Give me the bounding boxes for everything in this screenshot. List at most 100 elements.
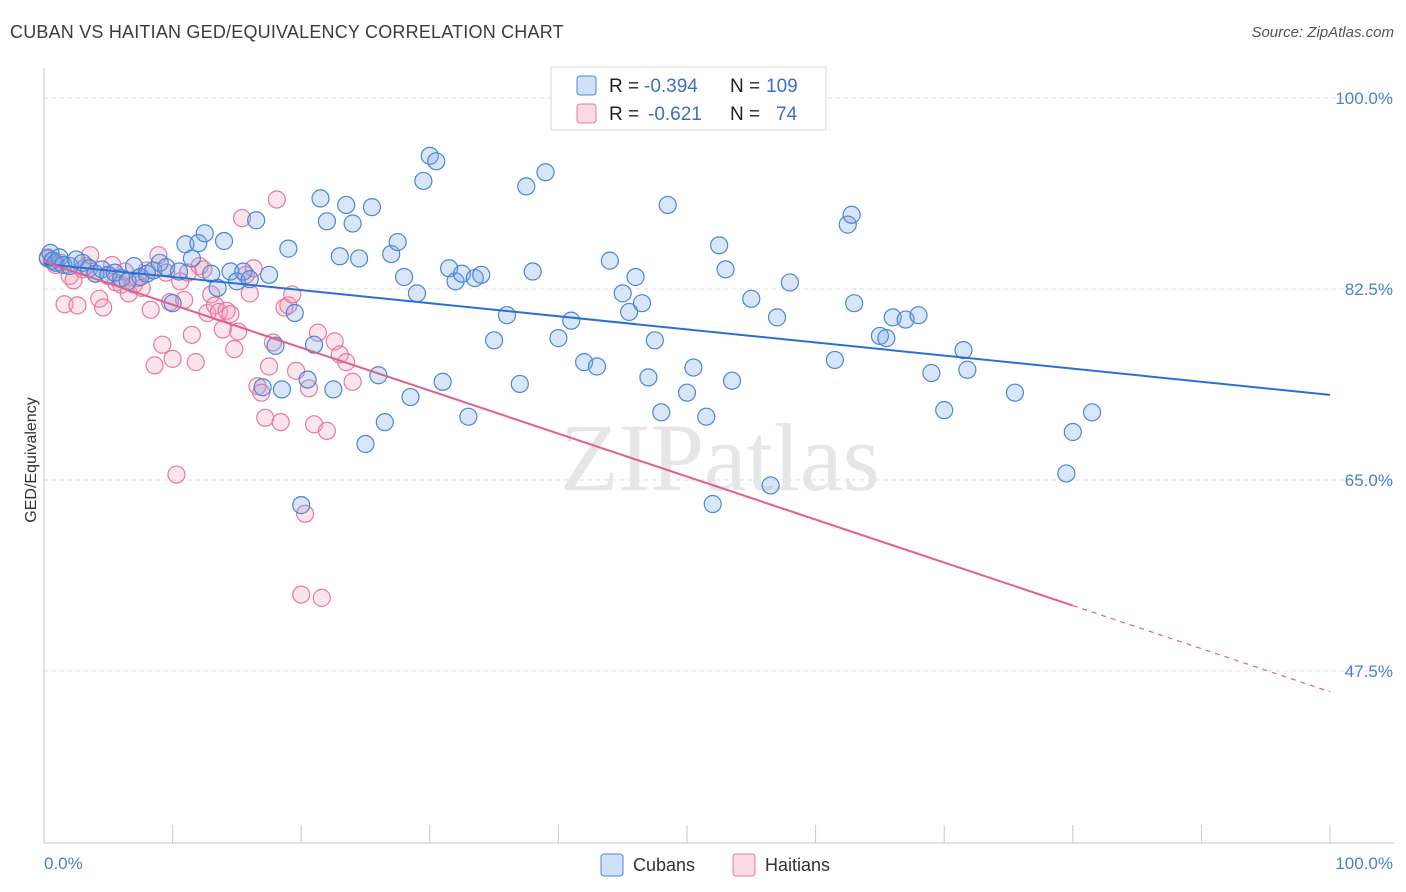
cuban-point: [324, 380, 343, 399]
legend-n-value-1: 109: [766, 76, 798, 97]
cuban-point: [742, 289, 761, 308]
haitian-point: [55, 295, 74, 314]
y-tick-labels: 100.0% 82.5% 65.0% 47.5%: [1335, 89, 1393, 681]
cuban-point: [761, 476, 780, 495]
cuban-point: [304, 335, 324, 354]
legend-n-value-2: 74: [776, 104, 798, 125]
cuban-point: [343, 214, 362, 233]
x-tick-labels: 0.0% 100.0%: [44, 854, 1393, 873]
cuban-point: [214, 231, 234, 251]
cuban-point: [613, 284, 632, 303]
cuban-point: [510, 374, 529, 394]
cuban-point: [677, 383, 697, 402]
bottom-legend: Cubans Haitians: [600, 853, 830, 877]
cuban-point: [247, 211, 266, 230]
cuban-point: [169, 262, 189, 281]
cuban-point: [909, 306, 928, 325]
cubans-trend-line: [43, 262, 1331, 396]
cuban-point: [485, 331, 504, 350]
cuban-point: [330, 247, 349, 266]
cuban-point: [697, 407, 716, 426]
cuban-point: [427, 152, 446, 171]
haitian-point: [295, 504, 315, 523]
cuban-point: [842, 205, 861, 224]
grid-lines: [44, 97, 1394, 672]
haitian-point: [232, 208, 252, 228]
cuban-point: [337, 195, 356, 215]
y-tick-label: 100.0%: [1335, 89, 1393, 108]
cuban-point: [935, 401, 954, 420]
haitian-point: [167, 465, 186, 484]
y-tick-label: 47.5%: [1345, 662, 1393, 681]
cuban-point: [517, 177, 536, 196]
cuban-point: [253, 378, 272, 397]
cuban-point: [877, 329, 896, 348]
cuban-point: [221, 262, 240, 281]
haitian-point: [263, 333, 283, 352]
cuban-point: [620, 302, 639, 322]
haitian-point: [163, 349, 182, 368]
cuban-point: [497, 306, 517, 325]
cuban-point: [446, 272, 465, 291]
cuban-point: [195, 224, 214, 243]
bottom-legend-cubans: Cubans: [633, 855, 695, 875]
haitian-point: [182, 325, 201, 344]
cuban-point: [922, 363, 941, 383]
cuban-point: [369, 366, 388, 385]
cuban-point: [259, 265, 279, 284]
cuban-point: [362, 198, 382, 217]
chart-title: CUBAN VS HAITIAN GED/EQUIVALENCY CORRELA…: [10, 22, 564, 42]
y-axis-label: GED/Equivalency: [23, 397, 40, 522]
legend-swatch-cubans: [576, 75, 597, 96]
cuban-point: [394, 267, 414, 287]
legend-swatch-haitians: [576, 103, 597, 124]
haitian-point: [267, 190, 286, 209]
cuban-point: [356, 434, 375, 454]
cuban-point: [375, 413, 394, 432]
haitian-point: [244, 259, 263, 278]
legend-r-label-2: R =: [609, 104, 639, 125]
watermark: ZIPatlas: [560, 404, 880, 511]
cuban-point: [780, 273, 799, 292]
cuban-point: [472, 265, 491, 284]
legend: R = -0.394 N = 109 R = -0.621 N = 74: [550, 66, 827, 131]
cuban-point: [272, 380, 292, 399]
legend-r-value-2: -0.621: [648, 104, 702, 125]
cuban-point: [234, 262, 253, 281]
cuban-point: [459, 407, 478, 426]
cuban-point: [401, 387, 420, 407]
cuban-point: [626, 267, 645, 287]
cuban-point: [710, 236, 729, 255]
trend-lines: [43, 260, 1331, 693]
haitian-point: [221, 305, 240, 324]
haitian-point: [279, 296, 298, 315]
haitian-point: [292, 585, 311, 604]
haitian-point: [145, 356, 164, 375]
y-tick-label: 82.5%: [1345, 280, 1393, 299]
cuban-point: [703, 494, 722, 514]
cuban-point: [716, 260, 735, 279]
cuban-point: [838, 215, 857, 234]
haitian-point: [68, 296, 87, 315]
x-tick-label: 100.0%: [1335, 854, 1393, 873]
cuban-point: [163, 294, 182, 313]
cuban-point: [639, 368, 658, 387]
haitians-trend-extension: [1072, 604, 1331, 693]
legend-r-label-1: R =: [609, 76, 639, 97]
haitian-point: [202, 285, 221, 304]
bottom-legend-haitians: Haitians: [765, 855, 830, 875]
cuban-point: [523, 262, 542, 281]
cuban-point: [1082, 403, 1102, 422]
haitian-point: [312, 588, 331, 607]
cuban-point: [414, 171, 433, 191]
cuban-point: [722, 371, 742, 390]
haitian-point: [317, 421, 337, 440]
haitian-point: [81, 246, 100, 265]
cuban-point: [285, 303, 304, 323]
legend-frame: [550, 66, 827, 131]
haitians-trend-line: [43, 260, 1074, 607]
cuban-point: [684, 358, 703, 377]
y-tick-label: 65.0%: [1345, 471, 1393, 490]
chart-source: Source: ZipAtlas.com: [1251, 24, 1394, 41]
cuban-point: [182, 249, 201, 268]
